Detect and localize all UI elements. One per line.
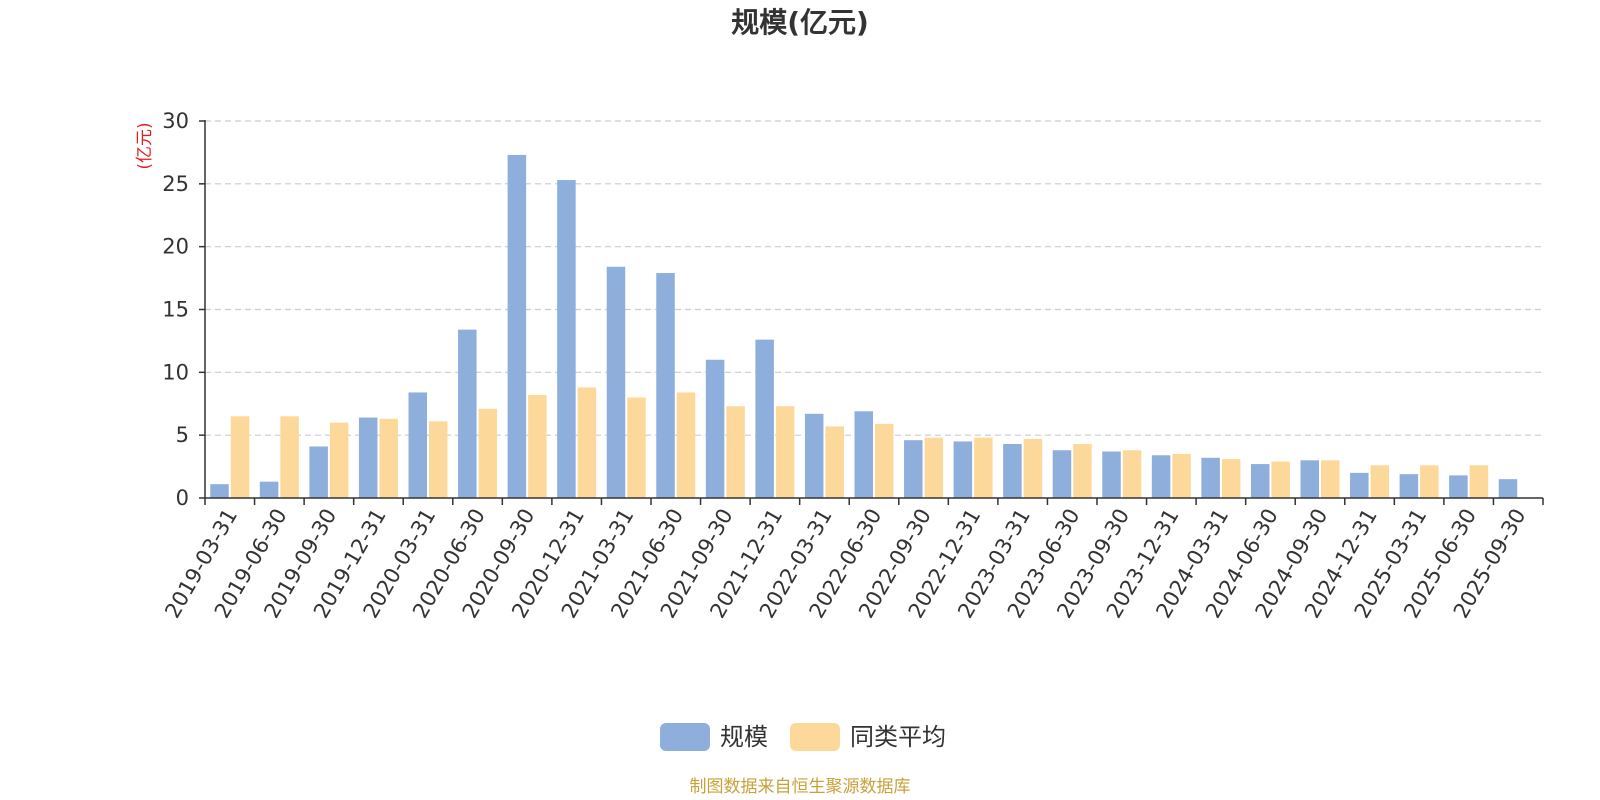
bar-scale [259,481,279,498]
bar-scale [1399,474,1419,498]
y-tick-label: 10 [162,360,189,384]
bar-category-average [1221,459,1241,498]
bar-category-average [825,426,844,498]
axes [199,120,1544,505]
bar-scale [1201,457,1220,498]
y-tick-label: 0 [176,486,189,510]
bar-category-average [1073,443,1092,498]
bar-scale [408,392,427,498]
bar-category-average [478,408,498,498]
legend-item[interactable]: 规模 [660,723,768,751]
bar-category-average [379,418,398,498]
bars [210,154,1518,498]
bar-category-average [230,416,250,498]
bar-category-average [1321,460,1340,498]
y-axis-unit-label: (亿元) [135,122,155,169]
bar-category-average [924,437,944,498]
legend-item[interactable]: 同类平均 [790,723,946,751]
bar-scale [557,180,576,498]
bar-scale [507,154,527,498]
bar-category-average [775,406,795,498]
bar-scale [606,266,626,498]
grid-lines [205,120,1543,436]
bar-scale [1350,472,1369,498]
bar-category-average [280,416,299,498]
legend-swatch [660,723,710,751]
bar-scale [1151,455,1171,498]
bar-scale [210,484,229,498]
bar-category-average [676,392,696,498]
bar-scale [755,339,774,498]
bar-scale [1003,443,1022,498]
bar-scale [358,417,378,498]
y-tick-label: 25 [162,172,189,196]
bar-category-average [1370,465,1390,498]
bar-scale [1449,475,1468,498]
bar-category-average [1122,450,1142,498]
y-tick-label: 5 [176,423,189,447]
bar-scale [1300,460,1319,498]
bar-category-average [1271,461,1290,498]
bar-scale [1498,479,1518,498]
bar-scale [1052,450,1072,498]
bar-scale [309,446,328,498]
legend-label: 规模 [720,723,768,751]
bar-category-average [875,423,894,498]
bar-category-average [1420,465,1439,498]
bar-category-average [577,387,597,498]
bar-scale [804,413,824,498]
y-tick-label: 30 [162,109,189,133]
bar-category-average [726,406,745,498]
bar-scale [1102,451,1121,498]
bar-scale [953,441,973,498]
bar-category-average [429,421,448,498]
bar-category-average [974,437,993,498]
bar-category-average [1023,438,1043,498]
bar-scale [458,329,477,498]
bar-scale [705,359,725,498]
bar-scale [904,440,923,498]
chart-title: 规模(亿元) [731,6,869,39]
legend-label: 同类平均 [850,723,946,751]
legend-swatch [790,723,840,751]
bar-category-average [1172,454,1191,498]
y-tick-labels: 0 5 10 15 20 25 30 [162,109,189,510]
bar-category-average [1469,465,1489,498]
bar-scale [1250,464,1270,498]
bar-category-average [627,397,646,498]
bar-scale [854,411,873,498]
y-tick-label: 20 [162,235,189,259]
bar-scale [656,273,675,498]
bar-category-average [329,422,349,498]
bar-category-average [528,394,547,498]
data-source-note: 制图数据来自恒生聚源数据库 [690,777,911,797]
y-tick-label: 15 [162,298,189,322]
x-tick-labels: 2019-03-312019-06-302019-09-302019-12-31… [160,505,1530,623]
legend[interactable]: 规模 同类平均 [660,723,946,751]
